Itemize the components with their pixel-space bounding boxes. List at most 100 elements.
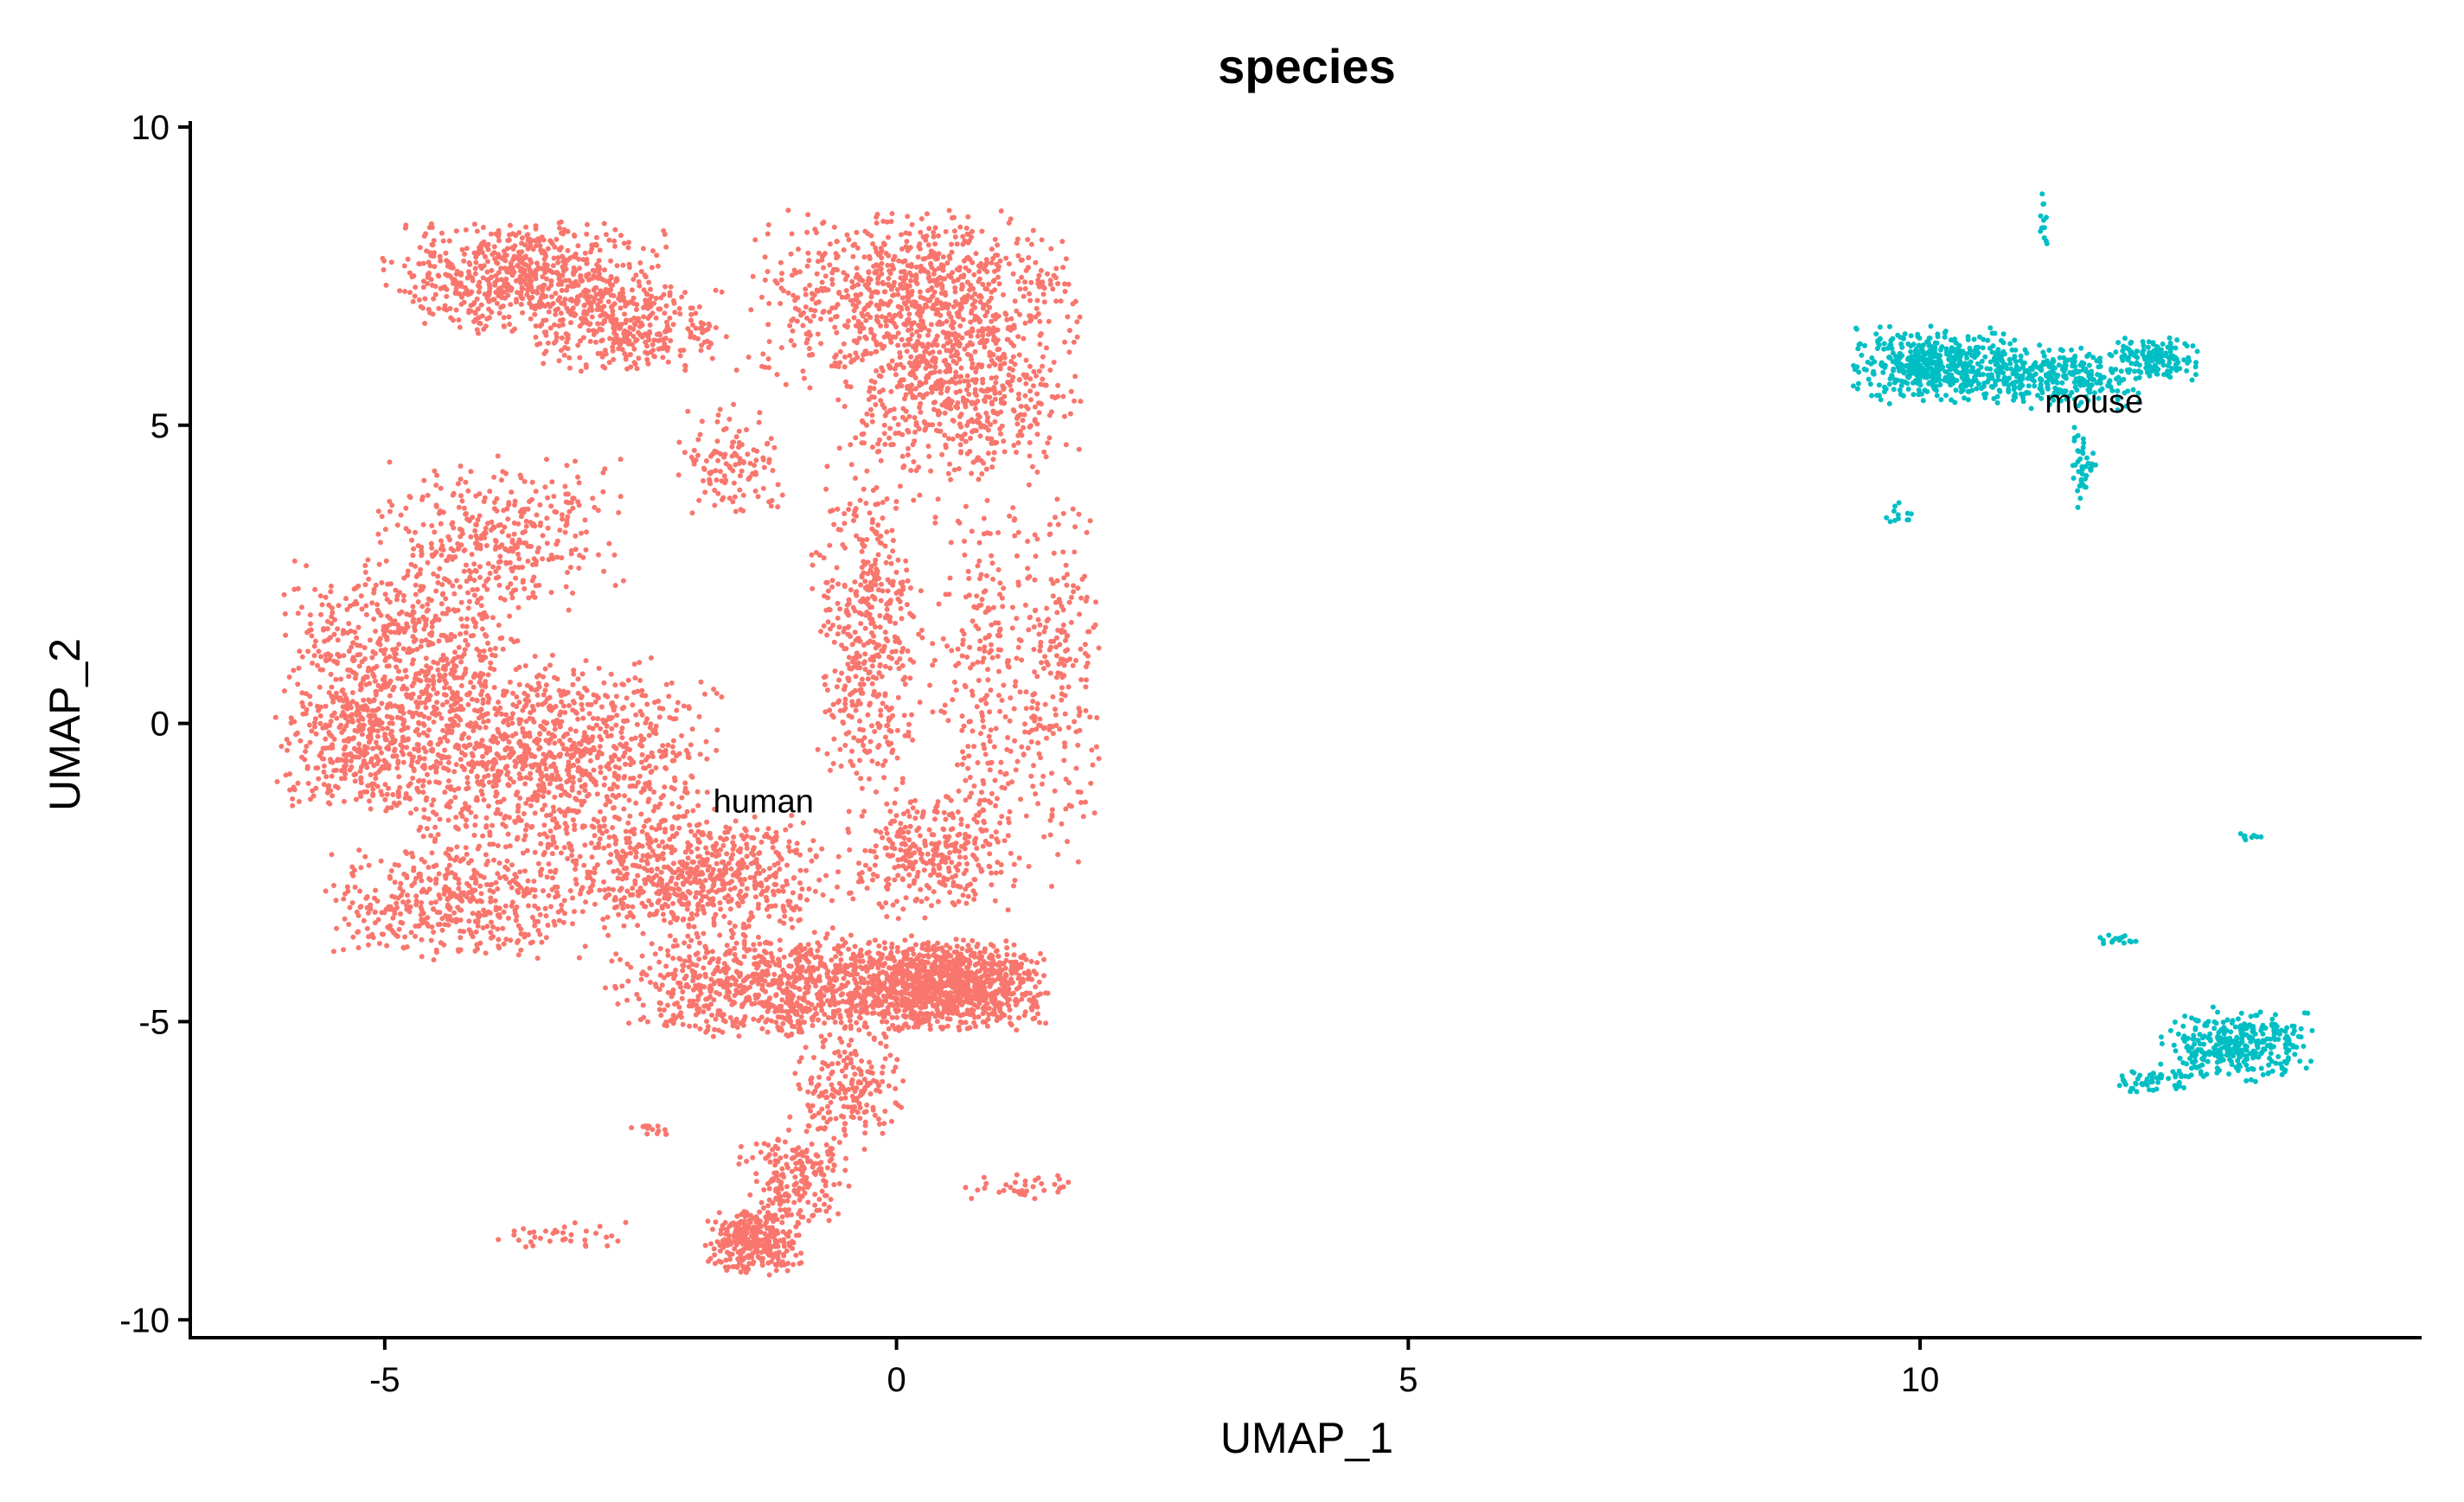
point-human — [593, 234, 599, 240]
point-human — [534, 243, 539, 249]
point-human — [949, 379, 955, 385]
point-human — [753, 457, 759, 463]
point-human — [905, 445, 911, 451]
point-human — [998, 409, 1004, 415]
point-human — [649, 825, 655, 831]
point-human — [333, 767, 339, 773]
point-human — [1028, 241, 1034, 247]
point-human — [697, 751, 703, 757]
point-human — [404, 621, 410, 627]
point-human — [555, 255, 561, 261]
point-human — [338, 676, 344, 682]
point-human — [413, 591, 419, 598]
point-human — [810, 296, 816, 302]
point-human — [664, 323, 670, 329]
point-human — [505, 516, 511, 522]
point-human — [400, 598, 406, 604]
point-human — [418, 824, 424, 830]
point-human — [498, 265, 504, 272]
point-human — [560, 231, 566, 237]
point-human — [932, 364, 938, 370]
point-human — [429, 225, 435, 230]
point-human — [626, 240, 631, 246]
point-human — [497, 811, 503, 817]
point-human — [427, 250, 433, 256]
point-human — [560, 516, 565, 522]
point-human — [691, 447, 697, 453]
point-human — [431, 253, 437, 259]
point-human — [964, 279, 970, 285]
point-human — [481, 797, 487, 802]
point-human — [470, 515, 476, 521]
point-human — [744, 427, 749, 432]
point-human — [601, 568, 607, 574]
point-human — [417, 755, 423, 761]
point-human — [592, 242, 598, 247]
point-human — [829, 305, 835, 311]
point-human — [328, 653, 334, 658]
point-human — [887, 298, 893, 304]
point-human — [396, 626, 401, 631]
point-human — [502, 755, 508, 761]
point-human — [525, 693, 531, 699]
point-human — [379, 579, 385, 585]
point-human — [884, 410, 890, 416]
point-human — [944, 348, 950, 354]
point-human — [351, 745, 357, 751]
point-human — [926, 453, 932, 459]
point-human — [804, 315, 810, 321]
point-human — [917, 304, 922, 310]
point-human — [412, 746, 418, 752]
point-human — [463, 630, 469, 636]
point-human — [355, 749, 361, 755]
point-human — [945, 330, 951, 336]
point-human — [937, 421, 943, 427]
point-human — [962, 346, 968, 352]
point-human — [403, 505, 409, 511]
point-human — [461, 258, 467, 264]
point-human — [985, 414, 990, 420]
point-human — [349, 716, 355, 722]
point-human — [461, 568, 467, 574]
point-human — [331, 710, 337, 716]
point-human — [586, 300, 592, 306]
point-human — [535, 783, 541, 789]
point-human — [632, 735, 638, 741]
point-human — [736, 460, 742, 466]
point-human — [731, 401, 737, 407]
point-human — [1027, 376, 1034, 382]
point-human — [881, 422, 887, 428]
point-human — [1012, 298, 1018, 304]
point-human — [924, 391, 930, 397]
point-human — [820, 310, 826, 316]
point-human — [959, 282, 965, 288]
point-human — [523, 753, 528, 759]
point-human — [765, 356, 771, 361]
point-human — [682, 368, 688, 374]
point-human — [472, 822, 478, 828]
point-human — [554, 769, 560, 775]
point-human — [880, 402, 886, 407]
point-human — [513, 575, 519, 581]
point-human — [557, 753, 563, 759]
point-human — [367, 798, 372, 804]
point-human — [641, 304, 646, 310]
point-human — [843, 288, 849, 293]
point-human — [309, 633, 315, 639]
point-human — [566, 607, 572, 613]
point-human — [528, 776, 534, 782]
point-human — [1023, 380, 1029, 387]
point-human — [464, 616, 470, 622]
point-human — [949, 215, 955, 221]
point-human — [586, 328, 592, 334]
point-human — [355, 652, 361, 658]
point-human — [498, 291, 504, 297]
point-human — [538, 723, 544, 729]
point-human — [881, 431, 887, 437]
point-human — [549, 851, 555, 857]
point-human — [558, 850, 564, 856]
point-human — [463, 479, 469, 485]
point-human — [859, 310, 865, 316]
point-human — [595, 321, 601, 327]
point-human — [522, 733, 528, 739]
